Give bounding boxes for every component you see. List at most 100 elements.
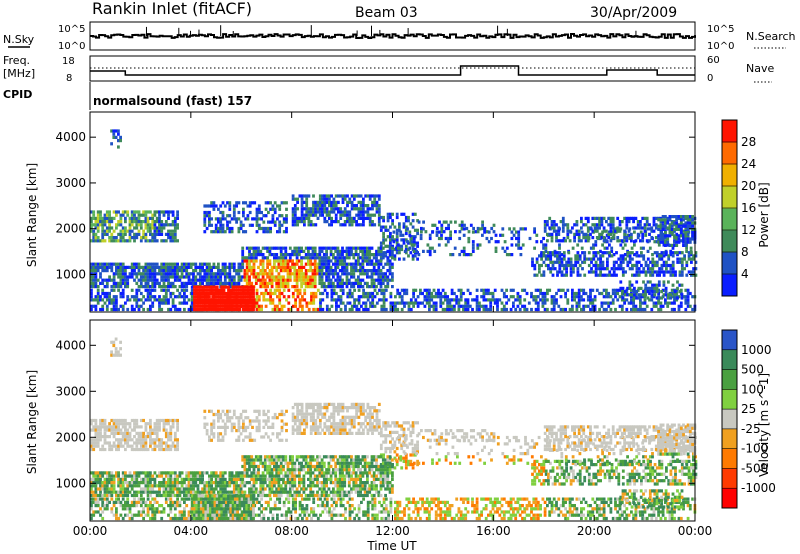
velocity-cell	[303, 412, 306, 416]
power-cell	[391, 244, 394, 248]
power-cell	[307, 207, 311, 211]
power-cell	[332, 269, 335, 273]
power-cell	[605, 239, 608, 243]
power-cell	[359, 272, 362, 276]
power-cell	[218, 291, 221, 296]
power-cell	[162, 265, 166, 269]
power-cell	[345, 249, 349, 253]
power-cell	[301, 307, 304, 312]
power-cell	[286, 269, 290, 273]
power-cell	[311, 269, 315, 273]
power-cell	[204, 295, 208, 299]
velocity-cell	[362, 422, 365, 426]
power-cell	[327, 275, 331, 279]
velocity-cell	[368, 422, 372, 426]
power-cell	[354, 259, 358, 263]
power-cell	[659, 224, 663, 228]
power-cell	[402, 225, 406, 229]
power-cell	[446, 240, 450, 244]
power-cell	[419, 236, 423, 241]
power-cell	[366, 262, 369, 266]
power-cell	[362, 301, 365, 305]
power-cell	[475, 301, 479, 305]
velocity-cell	[282, 412, 286, 417]
power-cell	[217, 207, 220, 211]
power-cell	[544, 246, 548, 250]
power-cell	[309, 220, 313, 224]
power-cell	[564, 223, 567, 227]
power-cell	[553, 260, 557, 264]
power-cell	[222, 288, 226, 292]
power-cell	[146, 295, 150, 299]
power-cell	[569, 273, 573, 277]
power-cell	[577, 295, 581, 299]
power-cell	[589, 246, 593, 250]
power-cell	[670, 288, 674, 292]
velocity-cell	[285, 409, 288, 413]
velocity-cell	[355, 402, 358, 406]
power-cell	[361, 256, 365, 260]
power-cell	[291, 285, 294, 289]
power-cell	[538, 254, 541, 258]
power-cell	[288, 253, 292, 257]
power-cell	[124, 232, 127, 236]
power-cell	[204, 291, 208, 296]
velocity-cell	[119, 422, 123, 426]
power-cell	[371, 200, 374, 204]
power-cell	[332, 285, 335, 289]
power-cell	[601, 263, 605, 268]
power-cell	[178, 307, 182, 312]
power-cell	[482, 304, 486, 308]
power-cell	[669, 296, 673, 300]
power-cell	[661, 227, 665, 231]
power-cell	[291, 213, 295, 217]
power-cell	[103, 285, 107, 289]
velocity-cell	[162, 447, 166, 452]
velocity-cell	[239, 416, 243, 420]
power-cell	[323, 197, 327, 201]
power-cell	[355, 207, 358, 211]
power-cell	[675, 291, 679, 296]
velocity-cell	[112, 353, 116, 357]
power-cell	[516, 295, 520, 299]
power-cell	[247, 304, 251, 308]
power-cell	[160, 262, 164, 266]
power-cell	[660, 270, 664, 274]
velocity-cell	[210, 432, 213, 436]
power-cell	[386, 262, 390, 266]
velocity-cell	[115, 428, 118, 432]
power-cell	[180, 288, 184, 292]
power-cell	[305, 216, 309, 220]
velocity-cell	[350, 418, 354, 423]
power-cell	[422, 220, 425, 224]
power-cell	[472, 226, 475, 231]
power-cell	[655, 283, 659, 287]
power-cell	[162, 272, 166, 276]
power-cell	[549, 254, 553, 258]
power-cell	[332, 210, 336, 214]
power-cell	[337, 220, 340, 224]
power-cell	[648, 227, 652, 231]
power-cell	[609, 226, 613, 230]
power-cell	[205, 265, 209, 269]
power-cell	[372, 265, 376, 269]
power-cell	[657, 298, 660, 302]
power-cell	[592, 254, 596, 258]
power-cell	[149, 272, 152, 276]
power-cell	[411, 219, 415, 223]
power-cell	[278, 298, 282, 302]
power-cell	[332, 272, 335, 276]
power-cell	[243, 275, 247, 279]
power-cell	[249, 307, 253, 312]
power-cell	[667, 270, 671, 274]
power-cell	[90, 220, 93, 224]
velocity-cell	[101, 422, 105, 426]
power-cell	[226, 265, 229, 269]
velocity-cell	[94, 438, 98, 442]
power-cell	[149, 223, 152, 227]
power-cell	[610, 254, 614, 258]
power-cell	[312, 295, 316, 299]
power-cell	[300, 259, 303, 263]
power-cell	[348, 200, 352, 204]
power-cell	[359, 246, 362, 250]
